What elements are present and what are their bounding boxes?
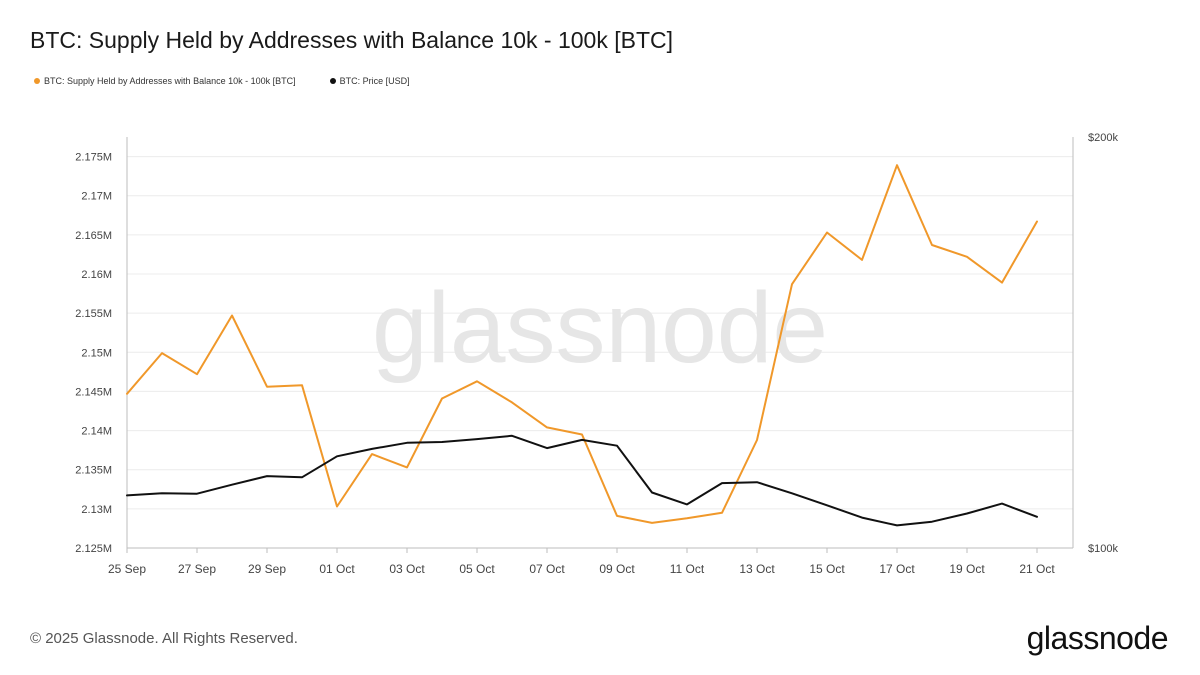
- legend: BTC: Supply Held by Addresses with Balan…: [34, 76, 410, 86]
- y-tick-label: 2.145M: [75, 386, 112, 398]
- copyright-footer: © 2025 Glassnode. All Rights Reserved.: [30, 630, 298, 647]
- x-tick-label: 21 Oct: [1019, 562, 1055, 576]
- legend-label-price: BTC: Price [USD]: [339, 76, 410, 86]
- y-tick-label: 2.15M: [81, 347, 112, 359]
- legend-swatch-price: [329, 78, 336, 84]
- x-tick-label: 25 Sep: [108, 562, 146, 576]
- y-tick-label: 2.165M: [75, 230, 112, 242]
- price-series-line: [126, 434, 1038, 527]
- series-lines: [126, 164, 1038, 527]
- y-tick-label: 2.125M: [75, 543, 112, 555]
- legend-swatch-supply: [34, 78, 40, 84]
- x-tick-label: 01 Oct: [319, 562, 355, 576]
- glassnode-logo: glassnode: [1026, 620, 1169, 656]
- x-tick-label: 11 Oct: [670, 562, 705, 576]
- x-tick-label: 19 Oct: [949, 562, 985, 576]
- x-tick-label: 09 Oct: [599, 562, 635, 576]
- right-tick-label: $100k: [1088, 543, 1118, 555]
- legend-label-supply: BTC: Supply Held by Addresses with Balan…: [44, 76, 296, 86]
- y-tick-label: 2.16M: [81, 269, 112, 281]
- x-tick-label: 07 Oct: [529, 562, 565, 576]
- left-axis-labels: 2.125M 2.13M 2.135M 2.14M 2.145M 2.15M 2.155M 2…: [75, 152, 112, 555]
- right-tick-label: $200k: [1088, 132, 1118, 144]
- x-tick-label: 05 Oct: [459, 562, 495, 576]
- legend-item-supply[interactable]: BTC: Supply Held by Addresses with Balan…: [34, 76, 296, 86]
- x-tick-label: 29 Sep: [248, 562, 286, 576]
- x-tick-label: 03 Oct: [389, 562, 425, 576]
- y-tick-label: 2.175M: [75, 152, 112, 164]
- y-tick-label: 2.135M: [75, 465, 112, 477]
- chart-title: BTC: Supply Held by Addresses with Balan…: [30, 27, 674, 53]
- supply-series-line: [126, 164, 1038, 524]
- x-tick-label: 13 Oct: [739, 562, 775, 576]
- axes: [126, 137, 1074, 549]
- x-tick-label: 17 Oct: [879, 562, 915, 576]
- right-axis-labels: $100k $200k: [1088, 132, 1118, 555]
- watermark: glassnode: [372, 272, 828, 384]
- y-tick-label: 2.155M: [75, 308, 112, 320]
- y-tick-label: 2.17M: [81, 191, 112, 203]
- gridlines: [127, 156, 1073, 510]
- x-axis-labels: 25 Sep 27 Sep 29 Sep 01 Oct 03 Oct 05 Oct 07 O…: [108, 548, 1055, 576]
- y-tick-label: 2.14M: [81, 426, 112, 438]
- legend-item-price[interactable]: BTC: Price [USD]: [329, 76, 410, 86]
- x-tick-label: 27 Sep: [178, 562, 216, 576]
- y-tick-label: 2.13M: [81, 504, 112, 516]
- x-tick-label: 15 Oct: [809, 562, 845, 576]
